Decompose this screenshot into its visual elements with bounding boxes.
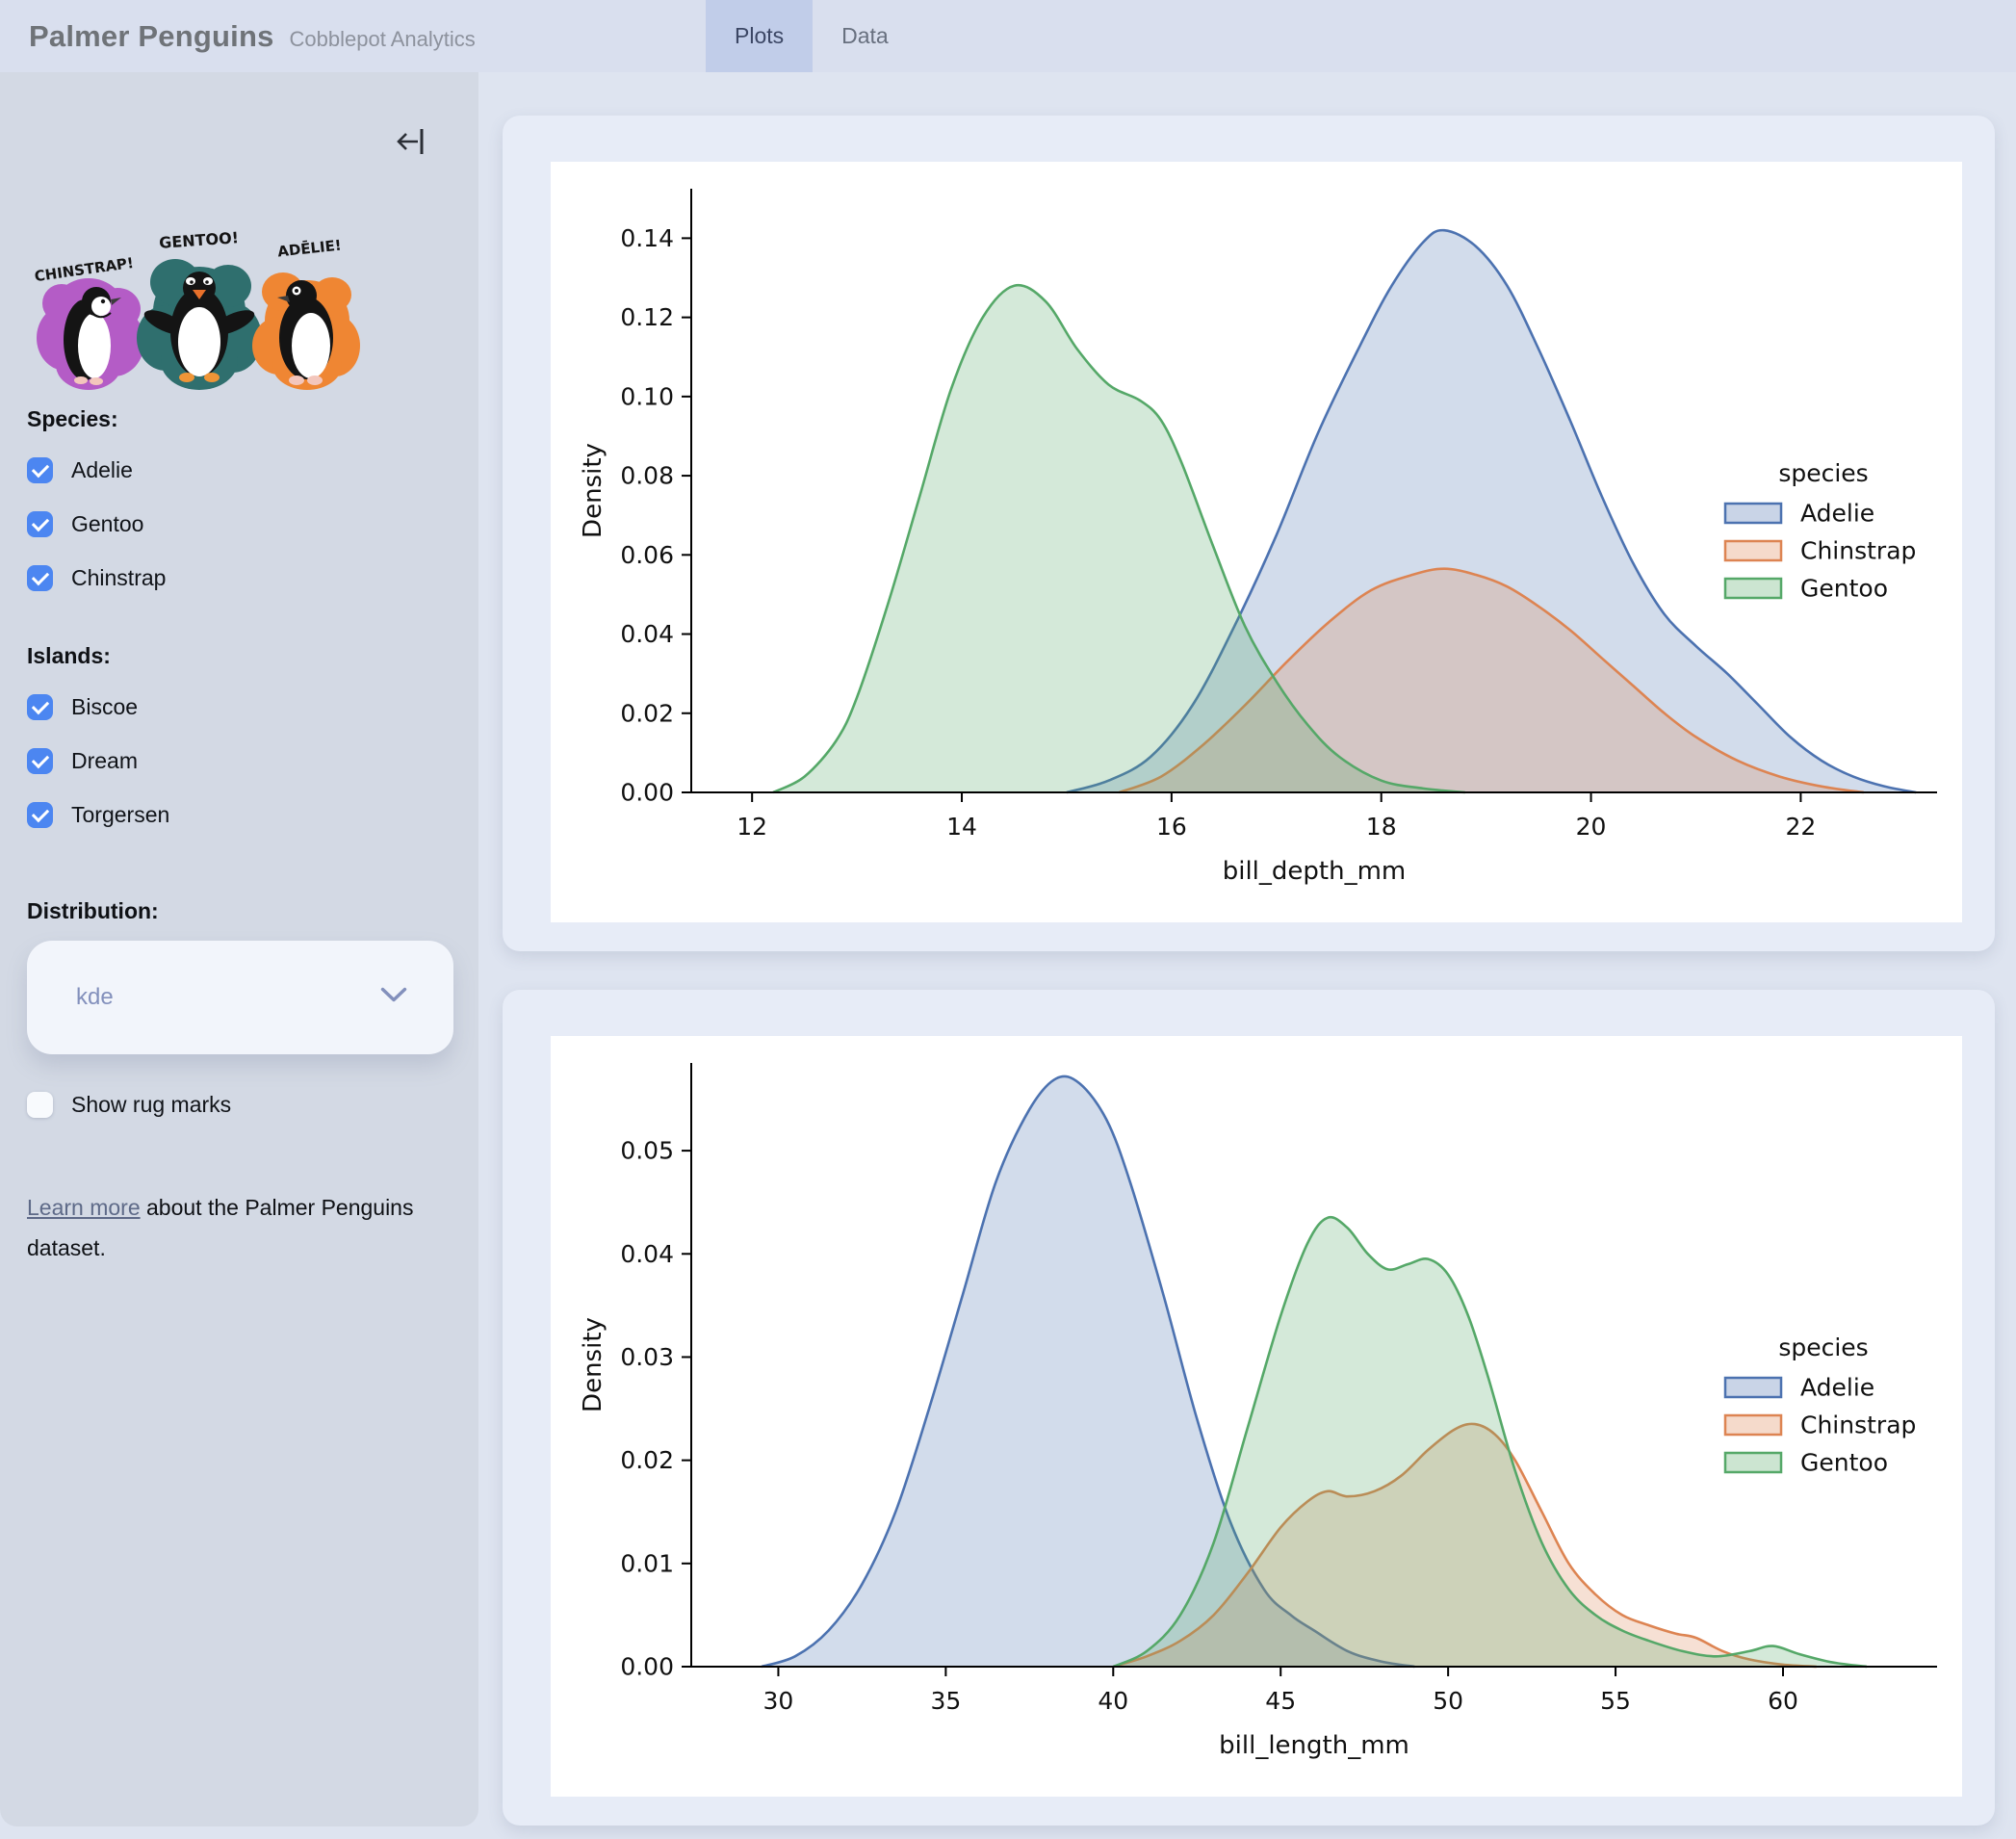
svg-text:22: 22 [1785, 813, 1816, 841]
svg-text:30: 30 [763, 1687, 794, 1715]
svg-text:0.08: 0.08 [620, 462, 674, 490]
svg-text:Chinstrap: Chinstrap [1800, 537, 1916, 565]
bill-depth-plot-card: 12 14 16 18 20 22 0.00 0.02 0.04 0.06 0.08 0.10 0.12… [503, 116, 1995, 951]
adelie-label: ADĒLIE! [276, 235, 342, 261]
svg-text:Density: Density [579, 443, 607, 538]
learn-more-link[interactable]: Learn more [27, 1195, 141, 1220]
svg-text:0.00: 0.00 [620, 779, 674, 807]
bill-length-plot-panel: 30 35 40 45 50 55 60 0.00 0.01 0.02 0.03 0.04 0.05 bi… [551, 1036, 1962, 1797]
gentoo-label: GENTOO! [159, 228, 240, 252]
distribution-heading: Distribution: [27, 898, 159, 923]
svg-text:0.12: 0.12 [620, 303, 674, 331]
island-checkbox-biscoe[interactable]: Biscoe [27, 694, 452, 720]
svg-text:Adelie: Adelie [1800, 1374, 1874, 1402]
svg-text:50: 50 [1433, 1687, 1463, 1715]
checkbox-label: Torgersen [71, 802, 170, 827]
svg-text:0.02: 0.02 [620, 699, 674, 727]
show-rug-marks-checkbox[interactable]: Show rug marks [27, 1092, 231, 1118]
checkbox-icon[interactable] [27, 1092, 53, 1118]
checkbox-label: Adelie [71, 457, 133, 482]
checkbox-label: Biscoe [71, 694, 139, 719]
svg-text:Gentoo: Gentoo [1800, 1449, 1888, 1477]
svg-text:0.14: 0.14 [620, 224, 674, 252]
checkbox-label: Chinstrap [71, 565, 167, 590]
svg-text:0.00: 0.00 [620, 1653, 674, 1681]
svg-text:bill_depth_mm: bill_depth_mm [1223, 857, 1407, 886]
svg-text:Chinstrap: Chinstrap [1800, 1412, 1916, 1439]
brand: Palmer Penguins Cobblepot Analytics [29, 19, 476, 54]
svg-text:Gentoo: Gentoo [1800, 575, 1888, 603]
svg-text:Adelie: Adelie [1800, 500, 1874, 528]
checkbox-label: Dream [71, 748, 139, 773]
svg-text:45: 45 [1265, 1687, 1296, 1715]
app-header: Palmer Penguins Cobblepot Analytics Plot… [0, 0, 2016, 72]
svg-text:18: 18 [1366, 813, 1397, 841]
checkbox-icon[interactable] [27, 457, 53, 483]
svg-text:species: species [1778, 459, 1868, 487]
dataset-note: Learn more about the Palmer Penguins dat… [27, 1187, 422, 1268]
svg-text:16: 16 [1156, 813, 1187, 841]
svg-text:0.04: 0.04 [620, 620, 674, 648]
gentoo-penguin [143, 272, 255, 382]
svg-text:55: 55 [1600, 1687, 1631, 1715]
checkbox-icon[interactable] [27, 565, 53, 591]
penguin-artwork: CHINSTRAP! GENTOO! ADĒLIE! [34, 228, 360, 390]
islands-heading: Islands: [27, 643, 111, 668]
page-subtitle: Cobblepot Analytics [289, 26, 476, 51]
species-section: Species: Adelie Gentoo Chinstrap [27, 406, 452, 619]
checkbox-icon[interactable] [27, 694, 53, 720]
chinstrap-penguin [64, 287, 121, 385]
distribution-select[interactable]: kde [27, 941, 453, 1054]
tab-plots[interactable]: Plots [706, 0, 814, 72]
page-title: Palmer Penguins [29, 18, 274, 53]
checkbox-icon[interactable] [27, 511, 53, 537]
svg-text:0.10: 0.10 [620, 382, 674, 410]
dataset-note-text: about the Palmer Penguins dataset. [27, 1195, 414, 1260]
islands-section: Islands: Biscoe Dream Torgersen [27, 643, 452, 856]
species-checkbox-gentoo[interactable]: Gentoo [27, 511, 452, 537]
checkbox-icon[interactable] [27, 748, 53, 774]
distribution-section: Distribution: [27, 898, 452, 924]
svg-text:0.01: 0.01 [620, 1549, 674, 1577]
svg-text:40: 40 [1098, 1687, 1128, 1715]
svg-text:Density: Density [579, 1317, 607, 1412]
bill-depth-density-chart: 12 14 16 18 20 22 0.00 0.02 0.04 0.06 0.08 0.10 0.12… [579, 189, 1937, 886]
checkbox-label: Gentoo [71, 511, 144, 536]
chevron-down-icon [380, 987, 407, 1008]
svg-text:bill_length_mm: bill_length_mm [1219, 1731, 1409, 1760]
sidebar-collapse-icon[interactable] [396, 126, 428, 157]
species-heading: Species: [27, 406, 118, 431]
svg-text:20: 20 [1576, 813, 1607, 841]
checkbox-icon[interactable] [27, 802, 53, 828]
svg-text:species: species [1778, 1334, 1868, 1361]
adelie-penguin [277, 280, 333, 385]
tab-data[interactable]: Data [841, 23, 889, 48]
island-checkbox-torgersen[interactable]: Torgersen [27, 802, 452, 828]
svg-text:0.02: 0.02 [620, 1446, 674, 1474]
checkbox-label: Show rug marks [71, 1092, 232, 1117]
svg-text:0.04: 0.04 [620, 1240, 674, 1268]
species-checkbox-chinstrap[interactable]: Chinstrap [27, 565, 452, 591]
bill-length-plot-card: 30 35 40 45 50 55 60 0.00 0.01 0.02 0.03 0.04 0.05 bi… [503, 990, 1995, 1826]
svg-text:0.03: 0.03 [620, 1343, 674, 1371]
sidebar: CHINSTRAP! GENTOO! ADĒLIE! Species: Adel… [0, 72, 478, 1826]
svg-text:12: 12 [737, 813, 767, 841]
svg-text:60: 60 [1768, 1687, 1798, 1715]
svg-text:0.05: 0.05 [620, 1137, 674, 1165]
svg-text:0.06: 0.06 [620, 541, 674, 569]
bill-length-density-chart: 30 35 40 45 50 55 60 0.00 0.01 0.02 0.03 0.04 0.05 bi… [579, 1063, 1937, 1760]
svg-text:35: 35 [930, 1687, 961, 1715]
svg-text:14: 14 [946, 813, 977, 841]
nav-tabs: Plots Data [706, 0, 918, 72]
species-checkbox-adelie[interactable]: Adelie [27, 457, 452, 483]
bill-depth-plot-panel: 12 14 16 18 20 22 0.00 0.02 0.04 0.06 0.08 0.10 0.12… [551, 162, 1962, 922]
island-checkbox-dream[interactable]: Dream [27, 748, 452, 774]
distribution-selected-value: kde [76, 984, 114, 1010]
